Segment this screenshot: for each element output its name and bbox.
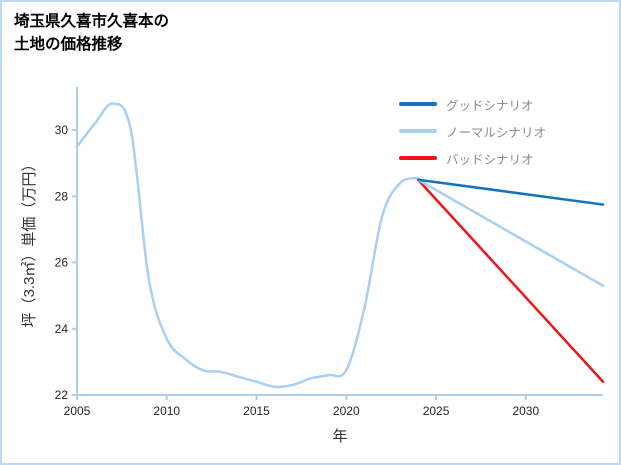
x-axis-label: 年 (332, 428, 348, 445)
page-title: 埼玉県久喜市久喜本の 土地の価格推移 (14, 10, 169, 57)
normal-scenario-label: ノーマルシナリオ (446, 125, 547, 140)
svg-text:2010: 2010 (153, 404, 180, 418)
legend-item-normal-scenario: ノーマルシナリオ (399, 122, 546, 140)
legend-item-bad-scenario: バッドシナリオ (399, 149, 546, 167)
svg-text:2020: 2020 (333, 404, 360, 418)
title-line-1: 埼玉県久喜市久喜本の (14, 13, 170, 30)
y-axis-label: 坪（3.3㎡）単価（万円） (21, 156, 38, 328)
svg-text:28: 28 (55, 189, 69, 203)
bad-scenario-label: バッドシナリオ (446, 152, 534, 167)
good-scenario-label: グッドシナリオ (446, 98, 534, 113)
svg-text:2005: 2005 (64, 404, 91, 418)
svg-text:2030: 2030 (512, 404, 539, 418)
svg-text:24: 24 (55, 322, 69, 336)
bad-scenario-line-swatch (399, 156, 437, 160)
svg-text:26: 26 (55, 256, 69, 270)
legend-item-good-scenario: グッドシナリオ (399, 95, 546, 113)
svg-text:2025: 2025 (423, 404, 450, 418)
normal-scenario-line-swatch (399, 129, 437, 133)
title-line-2: 土地の価格推移 (14, 36, 123, 54)
svg-text:30: 30 (55, 123, 69, 137)
chart-legend: グッドシナリオ ノーマルシナリオ バッドシナリオ (399, 95, 546, 167)
svg-text:2015: 2015 (243, 404, 270, 418)
svg-text:22: 22 (55, 388, 69, 402)
good-scenario-line-swatch (399, 102, 437, 106)
